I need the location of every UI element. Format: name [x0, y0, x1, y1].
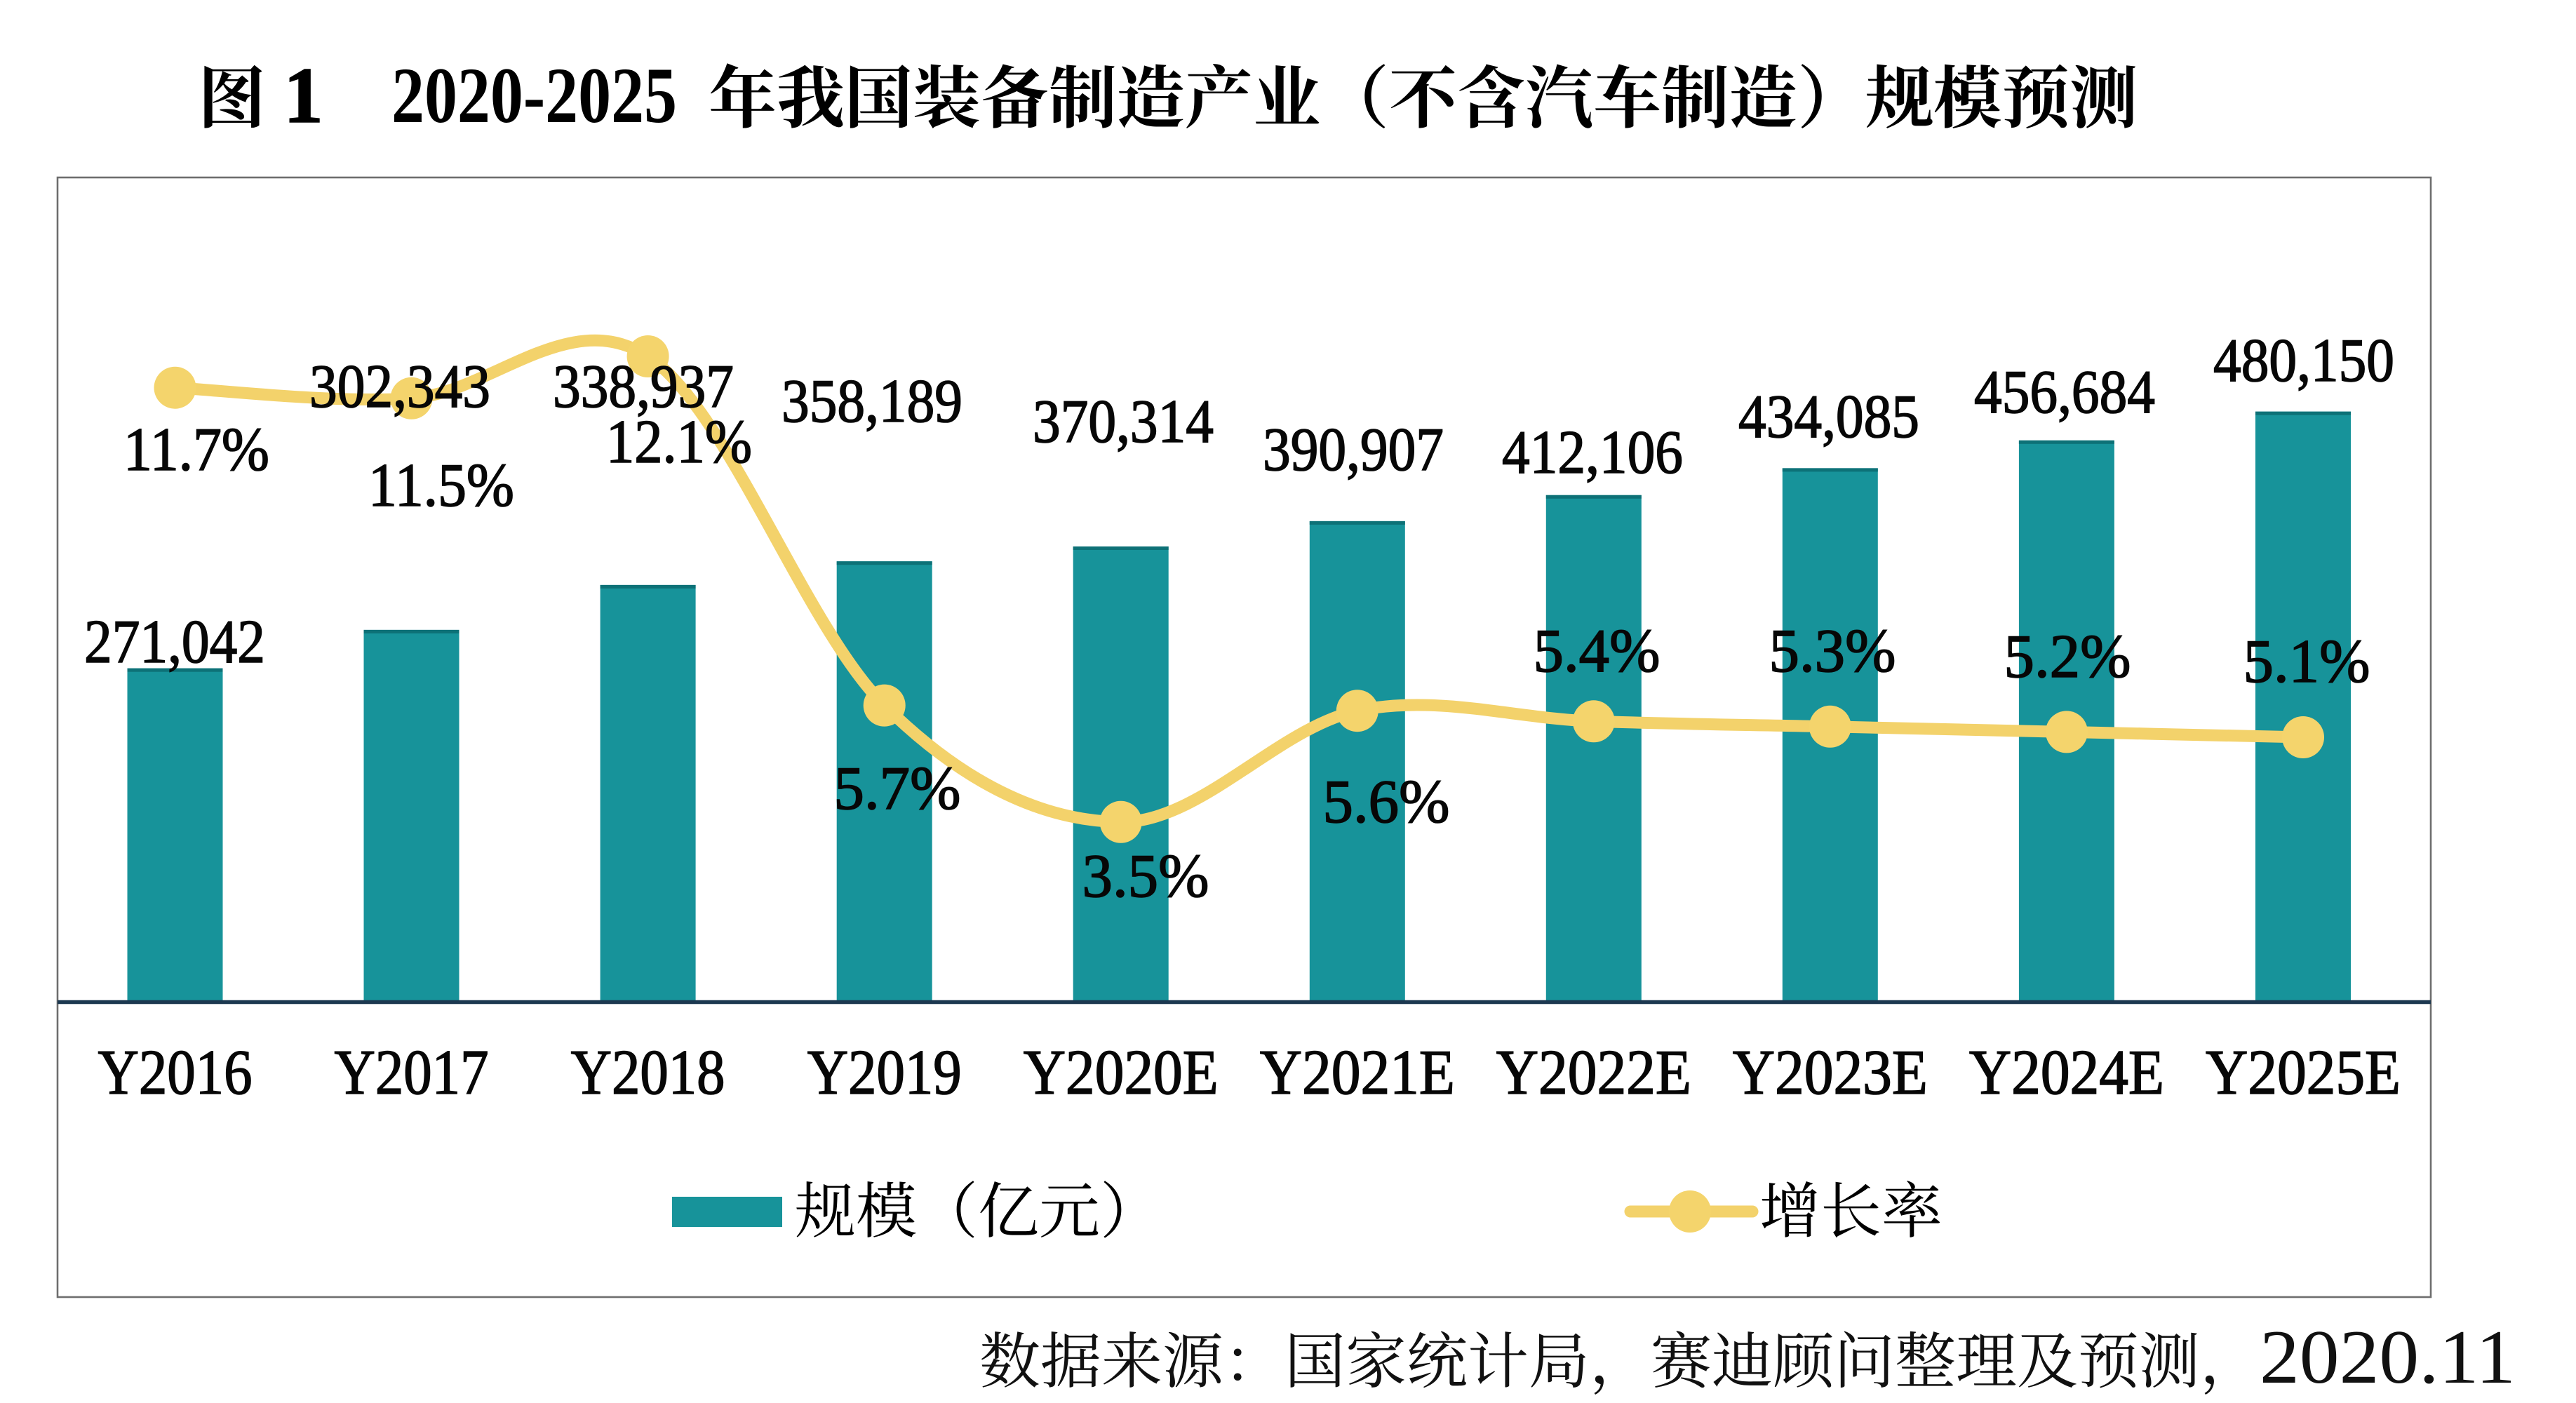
svg-text:Y2020E: Y2020E [1024, 1037, 1219, 1108]
svg-text:Y2017: Y2017 [335, 1037, 489, 1108]
svg-text:Y2022E: Y2022E [1496, 1037, 1691, 1108]
svg-text:Y2023E: Y2023E [1733, 1037, 1928, 1108]
svg-text:Y2019: Y2019 [807, 1037, 962, 1108]
svg-text:11.5%: 11.5% [368, 451, 514, 519]
svg-text:5.3%: 5.3% [1769, 617, 1896, 685]
svg-text:480,150: 480,150 [2213, 326, 2394, 394]
svg-text:11.7%: 11.7% [123, 415, 269, 483]
svg-text:Y2021E: Y2021E [1260, 1037, 1455, 1108]
svg-text:1: 1 [283, 52, 323, 140]
svg-text:5.2%: 5.2% [2004, 622, 2131, 690]
svg-text:5.4%: 5.4% [1534, 617, 1661, 685]
svg-text:390,907: 390,907 [1263, 415, 1444, 483]
svg-text:434,085: 434,085 [1738, 382, 1919, 450]
svg-text:5.7%: 5.7% [834, 754, 961, 822]
svg-text:Y2025E: Y2025E [2206, 1037, 2401, 1108]
svg-text:456,684: 456,684 [1974, 358, 2155, 426]
svg-text:Y2016: Y2016 [98, 1037, 253, 1108]
svg-text:302,343: 302,343 [309, 352, 490, 420]
svg-text:2020-2025: 2020-2025 [391, 52, 677, 140]
svg-text:5.1%: 5.1% [2243, 627, 2370, 695]
svg-text:5.6%: 5.6% [1323, 767, 1450, 835]
svg-text:358,189: 358,189 [781, 367, 962, 435]
svg-text:Y2024E: Y2024E [1969, 1037, 2164, 1108]
svg-text:412,106: 412,106 [1502, 418, 1683, 486]
svg-text:3.5%: 3.5% [1082, 842, 1209, 910]
svg-text:370,314: 370,314 [1033, 387, 1214, 455]
svg-text:2020.11: 2020.11 [2260, 1315, 2516, 1399]
svg-text:12.1%: 12.1% [606, 408, 752, 476]
svg-text:271,042: 271,042 [84, 607, 265, 676]
svg-text:338,937: 338,937 [553, 352, 734, 420]
svg-text:Y2018: Y2018 [571, 1037, 725, 1108]
